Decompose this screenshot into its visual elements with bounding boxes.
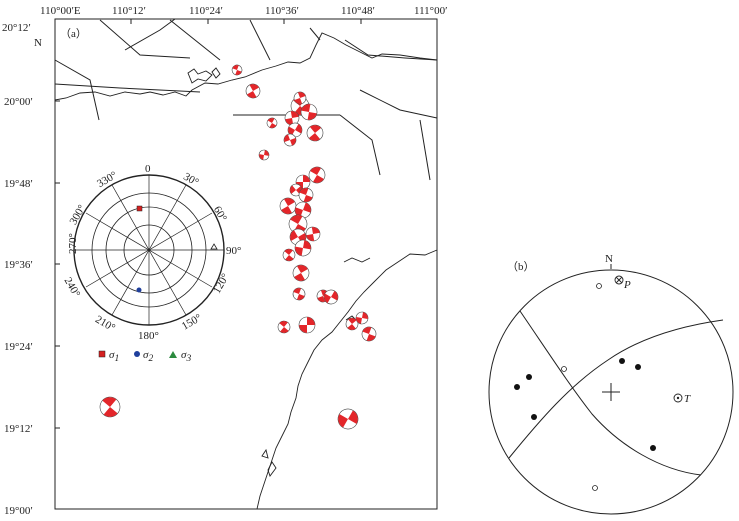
beach-ball xyxy=(283,133,297,147)
beach-ball xyxy=(294,239,312,257)
lon-tick-label: 110°48′ xyxy=(341,5,375,17)
p-axis-label: P xyxy=(623,279,631,291)
panel-a-tag: （a） xyxy=(60,27,87,40)
coastline xyxy=(54,32,438,510)
stress-legend: σ1 σ2 σ3 xyxy=(98,349,191,364)
lat-tick-label: 19°36′ xyxy=(4,259,33,271)
beach-ball xyxy=(266,117,278,129)
beach-ball xyxy=(292,287,306,301)
lat-tick-label: 19°12′ xyxy=(4,423,33,435)
beach-ball xyxy=(231,64,243,76)
beach-ball xyxy=(361,326,377,342)
svg-text:σ2: σ2 xyxy=(143,349,153,364)
beach-ball xyxy=(337,408,359,430)
faults xyxy=(54,18,438,181)
beach-ball xyxy=(305,226,321,242)
nodal-planes xyxy=(508,310,724,476)
stereonet-north-label: N xyxy=(605,253,613,265)
svg-text:σ3: σ3 xyxy=(181,349,191,364)
stereonet-primitive xyxy=(488,269,734,515)
beach-ball xyxy=(308,166,326,184)
svg-text:σ1: σ1 xyxy=(109,349,119,364)
lon-tick-label: 110°36′ xyxy=(265,5,299,17)
t-axis-label: T xyxy=(684,393,691,405)
svg-text:180°: 180° xyxy=(138,330,159,342)
panel-b: （b） N P T xyxy=(488,253,734,515)
sigma3-marker xyxy=(210,243,218,250)
lat-tick-label: 20°12′ xyxy=(2,22,31,34)
polarity-dilatation xyxy=(561,283,602,491)
beach-ball xyxy=(306,124,324,142)
beach-ball xyxy=(282,248,296,262)
beach-ball xyxy=(292,264,310,282)
beach-ball xyxy=(287,122,303,138)
sigma1-marker xyxy=(136,205,143,212)
lon-tick-label: 110°12′ xyxy=(112,5,146,17)
beach-ball xyxy=(300,103,318,121)
svg-text:90°: 90° xyxy=(226,245,241,257)
sigma2-marker xyxy=(136,287,142,293)
lat-tick-label: 19°48′ xyxy=(4,178,33,190)
north-label: N xyxy=(34,37,42,49)
focal-mechanisms xyxy=(99,64,377,430)
panel-a: 110°00′E 110°12′ 110°24′ 110°36′ 110°48′… xyxy=(2,5,448,517)
lon-tick-label: 111°00′ xyxy=(414,5,448,17)
p-axis-marker xyxy=(614,275,624,285)
beach-ball xyxy=(298,187,314,203)
beach-ball xyxy=(293,91,307,105)
polarity-compression xyxy=(514,358,656,451)
t-axis-marker xyxy=(673,393,683,403)
beach-ball xyxy=(99,396,121,418)
beach-ball xyxy=(284,110,300,126)
svg-text:0: 0 xyxy=(145,163,151,175)
beach-ball xyxy=(277,320,291,334)
beach-ball xyxy=(279,197,297,215)
lat-tick-label: 20°00′ xyxy=(4,96,33,108)
map-ticks xyxy=(55,19,362,429)
beach-ball xyxy=(258,149,270,161)
beach-ball xyxy=(245,83,261,99)
beach-ball xyxy=(355,311,369,325)
beach-ball xyxy=(323,289,339,305)
lat-tick-label: 19°00′ xyxy=(4,505,33,517)
lon-tick-label: 110°00′E xyxy=(40,5,81,17)
map-frame xyxy=(54,18,438,510)
svg-text:270°: 270° xyxy=(67,233,79,254)
rose-spokes xyxy=(74,175,224,325)
stereonet-center xyxy=(602,383,620,401)
beach-ball xyxy=(298,316,316,334)
lon-tick-label: 110°24′ xyxy=(189,5,223,17)
lat-tick-label: 19°24′ xyxy=(4,341,33,353)
panel-b-tag: （b） xyxy=(507,260,535,273)
